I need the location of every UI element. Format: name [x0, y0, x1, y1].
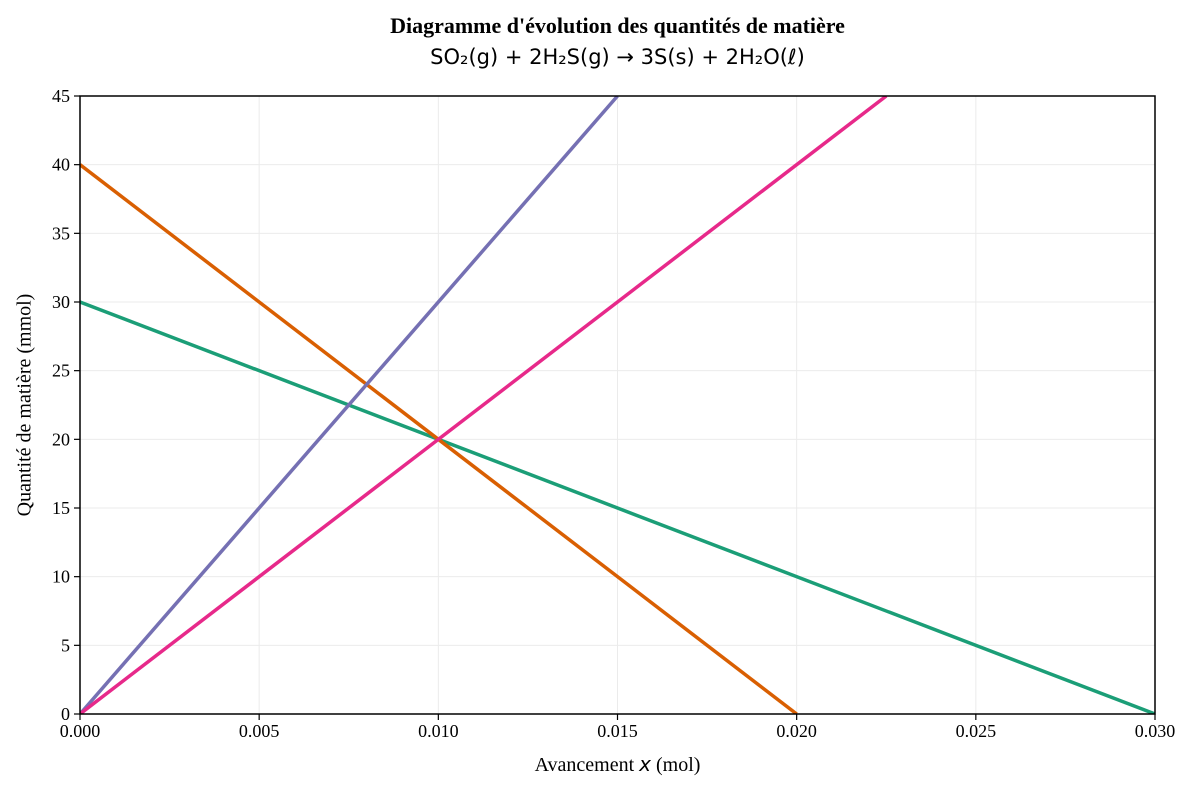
y-tick-label: 25: [52, 361, 70, 381]
y-tick-label: 5: [61, 635, 70, 655]
x-axis-label-variable: x: [639, 752, 651, 776]
x-tick-label: 0.000: [60, 721, 101, 741]
y-tick-label: 20: [52, 429, 70, 449]
x-tick-label: 0.005: [239, 721, 280, 741]
y-tick-label: 45: [52, 86, 70, 106]
x-axis-label: Avancement x (mol): [80, 752, 1155, 777]
series-group: [80, 96, 1155, 714]
x-tick-label: 0.025: [956, 721, 997, 741]
series-line-ho: [80, 96, 888, 714]
y-tick-label: 35: [52, 223, 70, 243]
chart-subtitle-equation: SO₂(g) + 2H₂S(g) → 3S(s) + 2H₂O(ℓ): [430, 45, 805, 69]
x-axis-label-suffix: (mol): [651, 754, 701, 776]
y-tick-label: 10: [52, 567, 70, 587]
chart-title: Diagramme d'évolution des quantités de m…: [390, 13, 845, 38]
y-tick-label: 0: [61, 704, 70, 724]
series-line-sog: [80, 300, 1155, 714]
x-tick-label: 0.015: [597, 721, 638, 741]
x-tick-label: 0.030: [1135, 721, 1176, 741]
tick-marks: [74, 95, 1156, 720]
series-line-ss: [80, 96, 619, 714]
y-tick-label: 30: [52, 292, 70, 312]
y-tick-label: 15: [52, 498, 70, 518]
y-tick-label: 40: [52, 155, 70, 175]
x-tick-label: 0.010: [418, 721, 459, 741]
gridlines: [79, 95, 1156, 715]
x-axis-label-prefix: Avancement: [534, 754, 640, 776]
x-tick-label: 0.020: [776, 721, 817, 741]
tick-labels: 0.000 0.005 0.010 0.015 0.020 0.025 0.030 0 5 10 1…: [52, 86, 1175, 741]
